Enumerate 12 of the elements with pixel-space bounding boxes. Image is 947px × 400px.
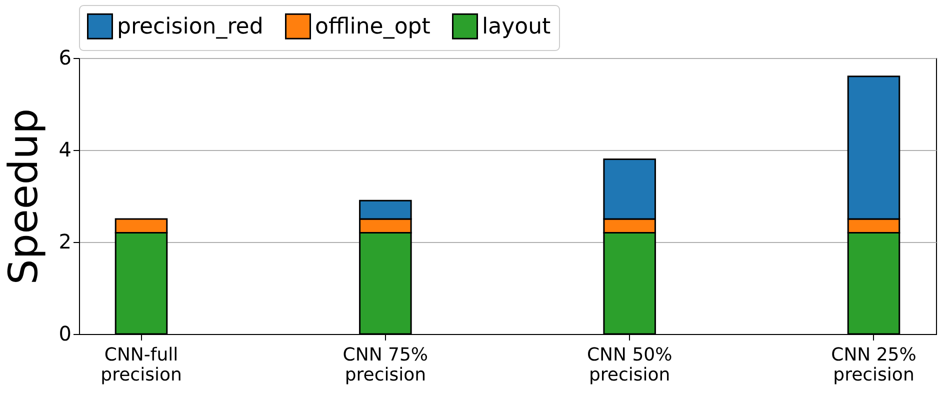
legend-label: precision_red: [117, 14, 264, 40]
y-tick-label: 0: [58, 322, 72, 346]
x-tick-label: CNN 50% precision: [586, 344, 672, 386]
y-tick-label: 2: [58, 230, 72, 254]
legend-label: layout: [482, 14, 552, 40]
x-tick-label: CNN-full precision: [100, 344, 182, 386]
y-tick-label: 4: [58, 138, 72, 162]
x-tick-label: CNN 75% precision: [342, 344, 428, 386]
y-axis-title: Speedup: [0, 108, 47, 285]
x-tick-label: CNN 25% precision: [831, 344, 916, 386]
legend-label: offline_opt: [315, 14, 431, 40]
y-tick-label: 6: [58, 46, 72, 70]
